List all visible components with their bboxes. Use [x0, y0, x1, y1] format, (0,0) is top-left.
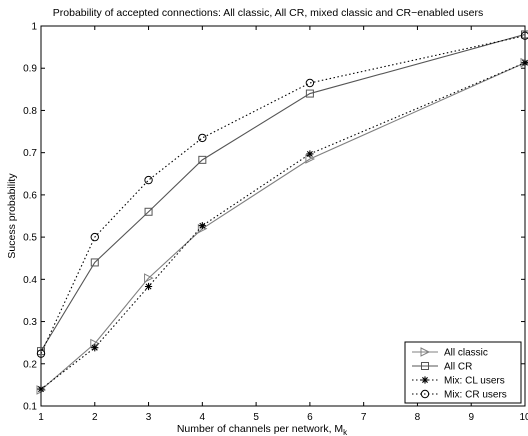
y-tick-label: 0.3	[23, 317, 37, 328]
data-point	[144, 273, 154, 283]
y-tick-label: 0.5	[23, 233, 37, 244]
x-tick-label: 3	[146, 412, 152, 423]
chart-title: Probability of accepted connections: All…	[53, 7, 483, 19]
data-point	[521, 59, 528, 67]
x-axis-label-main: Number of channels per network, M	[177, 423, 343, 435]
data-point	[37, 385, 45, 393]
legend-label: All classic	[444, 348, 488, 359]
y-tick-label: 0.6	[23, 190, 37, 201]
x-tick-label: 8	[415, 412, 421, 423]
x-tick-label: 7	[361, 412, 367, 423]
series-line	[40, 62, 526, 391]
data-point	[305, 89, 314, 98]
legend-label: All CR	[444, 362, 472, 373]
x-axis-label: Number of channels per network, Mk	[177, 423, 348, 436]
data-point	[91, 344, 99, 352]
x-tick-label: 6	[307, 412, 313, 423]
data-point	[90, 232, 99, 242]
y-tick-label: 0.4	[23, 275, 37, 286]
x-tick-label: 9	[468, 412, 474, 423]
data-point	[198, 222, 206, 230]
y-tick-label: 0.8	[23, 106, 37, 117]
data-point	[144, 207, 153, 216]
series-line	[40, 33, 526, 352]
x-axis-label-subscript: k	[343, 428, 348, 436]
data-point	[144, 175, 153, 185]
data-point	[305, 78, 315, 88]
x-tick-label: 5	[253, 412, 259, 423]
x-axis: 1 2 3 4 5 6 7 8 9 10	[38, 26, 528, 423]
series-1	[37, 30, 528, 356]
series-layer	[36, 30, 528, 395]
x-tick-label: 2	[92, 412, 98, 423]
y-tick-label: 0.1	[23, 402, 37, 413]
legend-label: Mix: CL users	[444, 376, 505, 387]
y-tick-label: 0.7	[23, 148, 37, 159]
y-axis: 0.1 0.2 0.3 0.4 0.5 0.6 0.7 0.8 0.9 1	[23, 22, 525, 413]
x-tick-label: 10	[519, 412, 528, 423]
x-tick-label: 1	[38, 412, 44, 423]
data-point	[144, 282, 153, 291]
legend-marker	[421, 362, 429, 370]
y-tick-label: 0.2	[23, 359, 37, 370]
y-tick-label: 1	[31, 22, 37, 33]
legend-marker	[421, 376, 429, 384]
legend: All classic All CR Mix: CL users Mix: CR us…	[404, 341, 522, 404]
series-line	[40, 62, 526, 390]
x-tick-label: 4	[200, 412, 206, 423]
data-point	[198, 133, 207, 143]
data-point	[520, 31, 528, 40]
series-3	[36, 31, 528, 358]
legend-marker	[420, 389, 430, 399]
legend-label: Mix: CR users	[444, 390, 507, 401]
legend-marker	[420, 347, 431, 357]
data-point	[198, 155, 207, 164]
series-line	[40, 35, 526, 354]
y-axis-label: Sucess probability	[6, 173, 18, 259]
plot-frame	[40, 25, 526, 407]
y-tick-label: 0.9	[23, 64, 37, 75]
data-point	[306, 150, 314, 158]
data-point	[37, 347, 45, 356]
data-point	[90, 258, 99, 267]
series-2	[37, 59, 528, 393]
data-point	[36, 349, 46, 358]
